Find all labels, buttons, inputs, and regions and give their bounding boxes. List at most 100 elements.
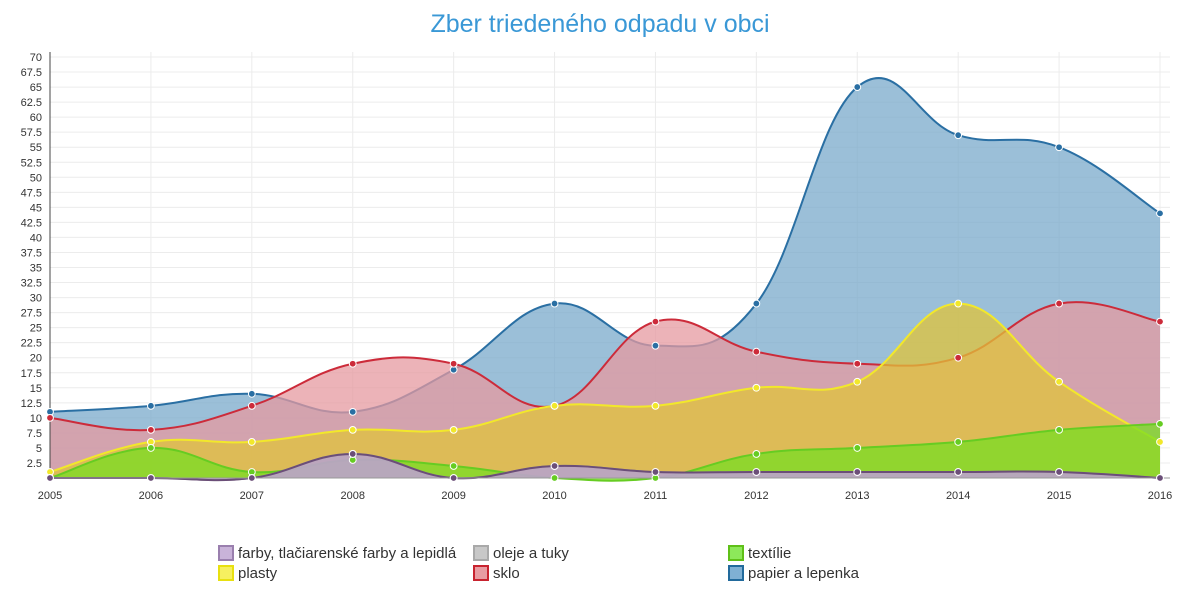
data-point[interactable] [752, 450, 761, 458]
x-tick-label: 2015 [1047, 490, 1071, 502]
y-tick-label: 7.5 [27, 428, 42, 440]
data-point[interactable] [147, 401, 155, 410]
y-tick-label: 67.5 [21, 67, 42, 79]
data-point[interactable] [147, 474, 155, 482]
data-point[interactable] [853, 83, 862, 91]
legend-swatch [218, 545, 234, 561]
data-point[interactable] [853, 468, 862, 476]
legend-swatch [473, 565, 489, 581]
data-point[interactable] [752, 347, 761, 356]
data-point[interactable] [651, 317, 660, 326]
y-tick-label: 25 [30, 323, 42, 335]
y-tick-label: 17.5 [21, 368, 42, 380]
y-tick-label: 2.5 [27, 458, 42, 470]
y-tick-label: 57.5 [21, 127, 42, 139]
legend-item[interactable]: farby, tlačiarenské farby a lepidlá [218, 545, 457, 562]
data-point[interactable] [449, 474, 458, 482]
x-tick-label: 2014 [946, 490, 970, 502]
data-point[interactable] [550, 401, 559, 410]
data-point[interactable] [1156, 209, 1164, 218]
series-line-3 [49, 422, 1161, 482]
data-point[interactable] [651, 401, 660, 410]
x-tick-label: 2008 [340, 490, 364, 502]
data-point[interactable] [1055, 299, 1063, 308]
y-tick-label: 15 [30, 383, 42, 395]
data-point[interactable] [1156, 474, 1164, 482]
legend-item[interactable]: textílie [728, 545, 791, 562]
data-point[interactable] [853, 377, 862, 386]
legend-item[interactable]: oleje a tuky [473, 545, 569, 562]
y-tick-label: 27.5 [21, 308, 42, 320]
data-point[interactable] [147, 425, 155, 434]
y-tick-label: 30 [30, 293, 42, 305]
data-point[interactable] [348, 425, 357, 434]
data-point[interactable] [550, 299, 559, 308]
legend-item[interactable]: sklo [473, 565, 520, 582]
y-tick-label: 60 [30, 112, 42, 124]
data-point[interactable] [348, 359, 357, 368]
data-point[interactable] [1156, 317, 1164, 326]
data-point[interactable] [1156, 438, 1164, 446]
y-tick-label: 22.5 [21, 338, 42, 350]
data-point[interactable] [550, 462, 559, 470]
series-area-2 [50, 303, 1160, 478]
data-point[interactable] [1055, 425, 1063, 434]
data-point[interactable] [46, 413, 54, 422]
data-point[interactable] [247, 438, 256, 446]
data-point[interactable] [449, 359, 458, 368]
legend-swatch [728, 545, 744, 561]
y-tick-label: 20 [30, 353, 42, 365]
data-point[interactable] [247, 474, 256, 482]
x-tick-label: 2011 [644, 490, 668, 502]
legend-item[interactable]: plasty [218, 565, 278, 582]
legend: farby, tlačiarenské farby a lepidlá oleje… [218, 545, 860, 582]
data-point[interactable] [853, 359, 862, 368]
legend-item[interactable]: papier a lepenka [728, 565, 860, 582]
y-tick-label: 10 [30, 413, 42, 425]
y-tick-label: 5 [36, 443, 42, 455]
legend-swatch [728, 565, 744, 581]
data-point[interactable] [449, 425, 458, 434]
data-point[interactable] [954, 468, 963, 476]
data-point[interactable] [651, 341, 660, 350]
data-point[interactable] [550, 474, 559, 482]
data-point[interactable] [247, 389, 256, 398]
data-point[interactable] [1055, 377, 1063, 386]
legend-label: papier a lepenka [748, 565, 860, 582]
data-point[interactable] [752, 468, 761, 476]
data-point[interactable] [449, 462, 458, 470]
data-point[interactable] [1055, 143, 1063, 152]
x-tick-label: 2006 [139, 490, 163, 502]
data-point[interactable] [348, 407, 357, 416]
data-point[interactable] [954, 438, 963, 446]
y-tick-label: 47.5 [21, 187, 42, 199]
data-point[interactable] [752, 299, 761, 308]
legend-swatch [218, 565, 234, 581]
series-line-5 [50, 452, 1161, 482]
y-tick-label: 45 [30, 202, 42, 214]
series-area-5 [50, 453, 1160, 481]
data-point[interactable] [853, 444, 862, 452]
data-point[interactable] [46, 474, 54, 482]
data-point[interactable] [954, 353, 963, 362]
data-point[interactable] [348, 450, 357, 458]
data-point[interactable] [752, 383, 761, 392]
data-point[interactable] [651, 468, 660, 476]
data-point[interactable] [247, 401, 256, 410]
y-tick-label: 12.5 [21, 398, 42, 410]
x-tick-label: 2012 [744, 490, 768, 502]
y-tick-label: 42.5 [21, 217, 42, 229]
y-tick-label: 62.5 [21, 97, 42, 109]
data-point[interactable] [1156, 419, 1164, 428]
chart-title: Zber triedeného odpadu v obci [430, 10, 770, 38]
data-point[interactable] [147, 444, 155, 452]
x-tick-label: 2010 [542, 490, 566, 502]
data-point[interactable] [954, 131, 963, 140]
y-tick-label: 35 [30, 263, 42, 275]
series-line-2 [49, 302, 1161, 473]
data-point[interactable] [954, 299, 963, 308]
data-point[interactable] [1055, 468, 1063, 476]
point-layer [46, 83, 1164, 482]
